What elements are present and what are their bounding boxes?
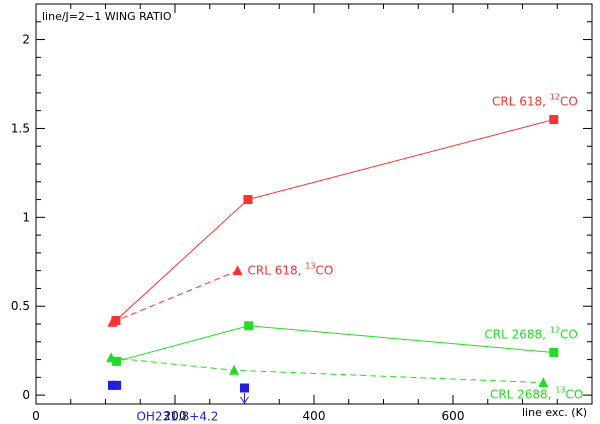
data-point-triangle bbox=[538, 377, 549, 388]
x-tick-label: 600 bbox=[442, 409, 465, 423]
x-axis-label: line exc. (K) bbox=[522, 406, 587, 419]
series-label: CRL 618, 13CO bbox=[248, 262, 334, 278]
series-label: CRL 2688, 12CO bbox=[484, 325, 577, 341]
series-labels: CRL 618, 12CO CRL 618, 13CO CRL 2688, 12CO… bbox=[136, 93, 583, 424]
data-point-square bbox=[111, 315, 121, 325]
axes: 0 200 400 600 0 0.5 1 1.5 2 bbox=[11, 3, 593, 423]
chart-title: line/J=2−1 WING RATIO bbox=[42, 10, 172, 23]
upper-limit-arrow-head bbox=[240, 396, 249, 404]
data-point-square bbox=[112, 380, 122, 390]
series-line bbox=[111, 357, 544, 384]
plot-frame bbox=[35, 3, 593, 405]
y-tick-label: 2 bbox=[22, 33, 30, 47]
series-lines bbox=[111, 119, 554, 384]
y-tick-label: 1 bbox=[22, 210, 30, 224]
series-label: CRL 2688, 13CO bbox=[490, 386, 583, 402]
data-point-square bbox=[112, 356, 122, 366]
data-point-triangle bbox=[229, 364, 240, 375]
y-tick-label: 0 bbox=[22, 388, 30, 402]
data-point-square bbox=[244, 321, 254, 331]
series-markers bbox=[106, 115, 559, 404]
x-tick-label: 200 bbox=[164, 409, 187, 423]
y-tick-label: 1.5 bbox=[11, 121, 30, 135]
data-point-triangle bbox=[107, 316, 118, 327]
y-tick-label: 0.5 bbox=[11, 299, 30, 313]
data-point-triangle bbox=[106, 352, 117, 363]
series-line bbox=[115, 119, 554, 321]
data-point-triangle bbox=[232, 265, 243, 276]
series-label: CRL 618, 12CO bbox=[492, 93, 578, 109]
data-point-square bbox=[549, 115, 559, 125]
series-label: OH231.8+4.2 bbox=[136, 409, 218, 423]
x-tick-label: 400 bbox=[303, 409, 326, 423]
x-tick-label: 0 bbox=[32, 409, 40, 423]
data-point-square bbox=[240, 383, 249, 393]
series-line bbox=[112, 270, 238, 323]
data-point-square bbox=[549, 347, 559, 357]
data-point-square bbox=[243, 195, 253, 205]
